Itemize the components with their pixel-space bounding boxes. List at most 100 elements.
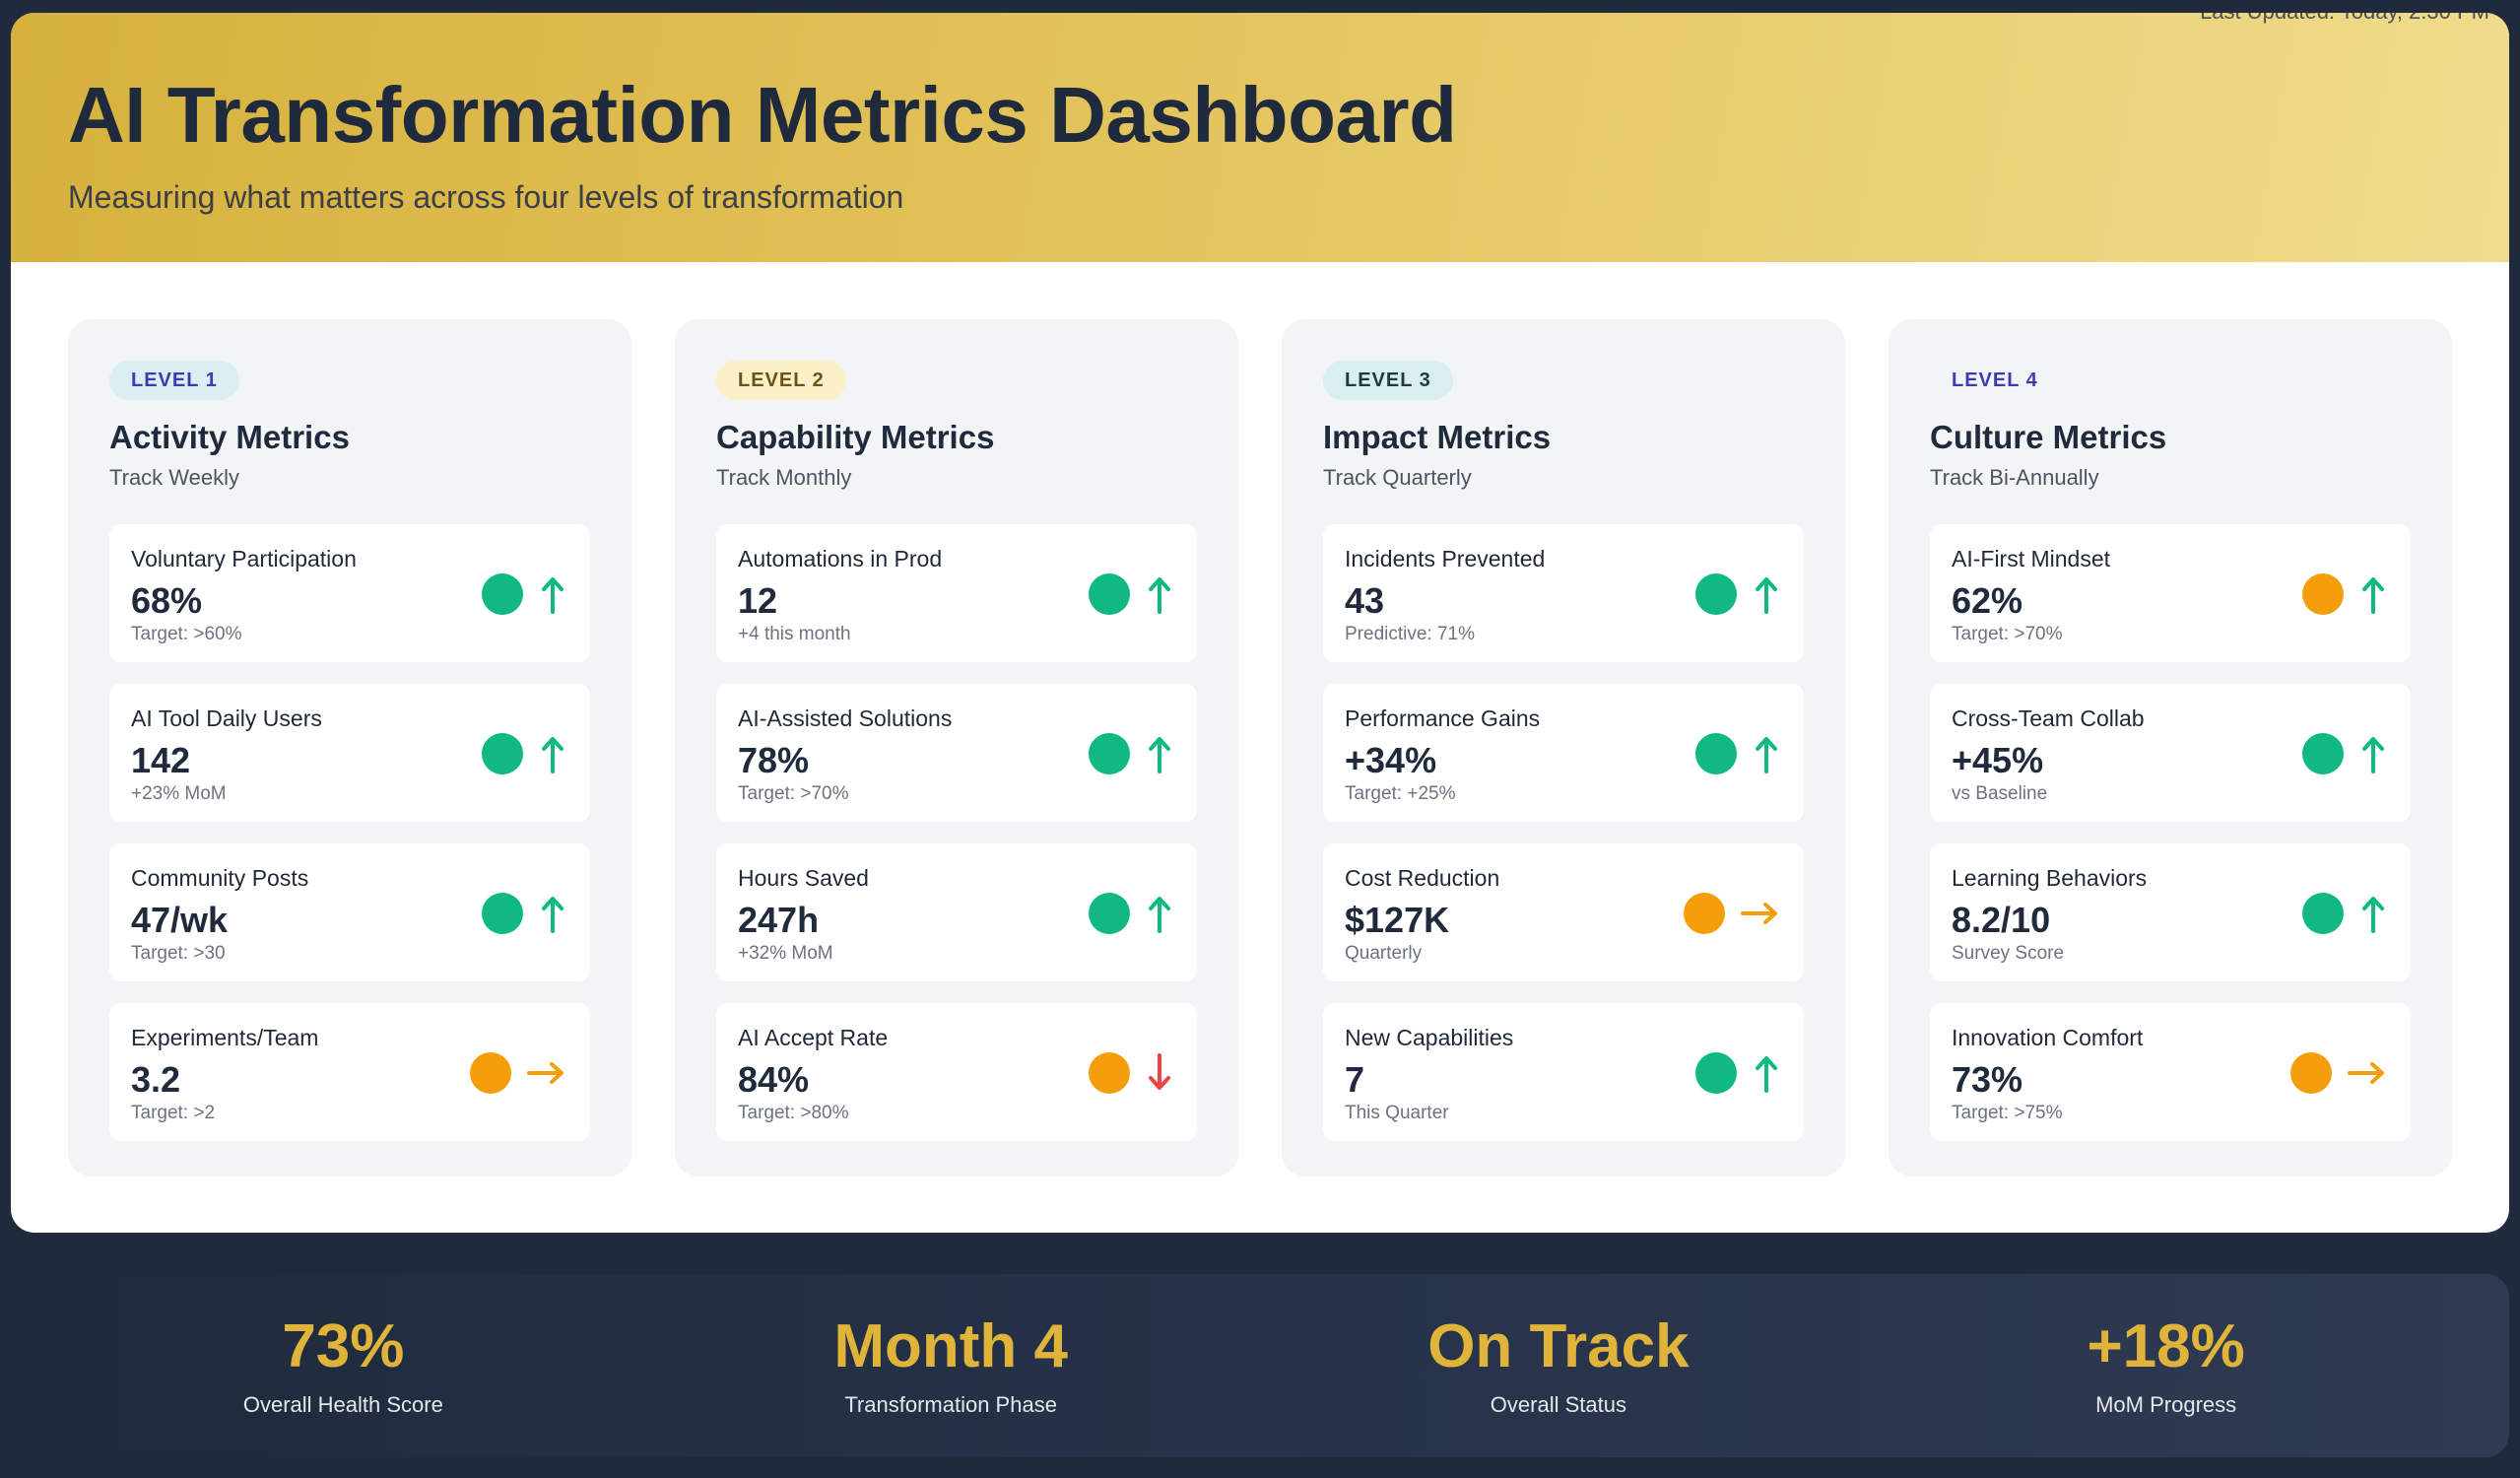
metric-label: Cost Reduction xyxy=(1345,864,1500,891)
status-dot-icon xyxy=(1089,732,1130,774)
status-dot-icon xyxy=(1695,572,1737,615)
metric-note: Target: >75% xyxy=(1952,1103,2063,1124)
status-dot-icon xyxy=(482,892,523,934)
metric-card: AI Tool Daily Users 142 +23% MoM xyxy=(109,683,590,822)
metric-status xyxy=(1695,1051,1780,1094)
up-arrow-icon xyxy=(1753,574,1780,614)
metric-note: vs Baseline xyxy=(1952,783,2048,805)
metric-list: Automations in Prod 12 +4 this month AI-Ass… xyxy=(716,523,1197,1141)
metric-label: Hours Saved xyxy=(738,864,869,891)
level-column-4: LEVEL 4 Culture Metrics Track Bi-Annuall… xyxy=(1889,319,2452,1176)
metric-value: 78% xyxy=(738,739,810,780)
metric-card: Learning Behaviors 8.2/10 Survey Score xyxy=(1930,842,2411,981)
metric-note: +23% MoM xyxy=(131,783,227,805)
metric-label: Automations in Prod xyxy=(738,545,943,571)
level-badge: LEVEL 1 xyxy=(109,361,239,400)
kpi-value: Month 4 xyxy=(833,1311,1068,1380)
level-column-3: LEVEL 3 Impact Metrics Track Quarterly I… xyxy=(1282,319,1845,1176)
metric-value: 12 xyxy=(738,579,778,621)
metric-card: Incidents Prevented 43 Predictive: 71% xyxy=(1323,523,1804,662)
metric-value: 7 xyxy=(1345,1058,1365,1100)
kpi-value: +18% xyxy=(2087,1311,2245,1380)
metric-card: AI-First Mindset 62% Target: >70% xyxy=(1930,523,2411,662)
up-arrow-icon xyxy=(2359,574,2387,614)
up-arrow-icon xyxy=(539,734,566,773)
metric-note: Quarterly xyxy=(1345,943,1423,965)
metric-value: 247h xyxy=(738,899,820,940)
metric-note: Predictive: 71% xyxy=(1345,624,1476,645)
kpi-label: Transformation Phase xyxy=(844,1391,1057,1417)
metric-label: AI Tool Daily Users xyxy=(131,705,322,731)
metric-card: Experiments/Team 3.2 Target: >2 xyxy=(109,1002,590,1141)
metric-card: Cost Reduction $127K Quarterly xyxy=(1323,842,1804,981)
kpi-label: Overall Status xyxy=(1490,1391,1626,1417)
level-columns: LEVEL 1 Activity Metrics Track Weekly Vo… xyxy=(68,319,2452,1176)
metric-label: AI-Assisted Solutions xyxy=(738,705,953,731)
up-arrow-icon xyxy=(2359,734,2387,773)
metric-note: +4 this month xyxy=(738,624,851,645)
status-dot-icon xyxy=(2302,572,2344,615)
status-dot-icon xyxy=(482,572,523,615)
metric-status xyxy=(2302,732,2387,774)
metric-note: Target: >80% xyxy=(738,1103,849,1124)
metric-label: Community Posts xyxy=(131,864,309,891)
metric-list: Incidents Prevented 43 Predictive: 71% Perf… xyxy=(1323,523,1804,1141)
kpi-value: On Track xyxy=(1427,1311,1690,1380)
level-badge: LEVEL 4 xyxy=(1930,361,2060,400)
metric-card: Automations in Prod 12 +4 this month xyxy=(716,523,1197,662)
kpi-mom-progress: +18% MoM Progress xyxy=(1920,1311,2413,1419)
metric-status xyxy=(1089,572,1173,615)
kpi-overall-status: On Track Overall Status xyxy=(1312,1311,1805,1419)
metric-label: Learning Behaviors xyxy=(1952,864,2148,891)
metric-value: 73% xyxy=(1952,1058,2023,1100)
metric-card: AI Accept Rate 84% Target: >80% xyxy=(716,1002,1197,1141)
status-dot-icon xyxy=(2302,892,2344,934)
metric-label: Experiments/Team xyxy=(131,1024,319,1050)
metric-value: 47/wk xyxy=(131,899,229,940)
kpi-health-score: 73% Overall Health Score xyxy=(97,1311,589,1419)
metric-card: Community Posts 47/wk Target: >30 xyxy=(109,842,590,981)
status-dot-icon xyxy=(470,1051,511,1094)
metric-note: Target: >70% xyxy=(1952,624,2063,645)
up-arrow-icon xyxy=(539,574,566,614)
metric-note: This Quarter xyxy=(1345,1103,1449,1124)
main-card: Last Updated: Today, 2:30 PM AI Transfor… xyxy=(11,13,2509,1233)
metric-card: Cross-Team Collab +45% vs Baseline xyxy=(1930,683,2411,822)
status-dot-icon xyxy=(2290,1051,2332,1094)
up-arrow-icon xyxy=(1753,1053,1780,1093)
status-dot-icon xyxy=(1695,1051,1737,1094)
metric-card: Voluntary Participation 68% Target: >60% xyxy=(109,523,590,662)
metric-value: 3.2 xyxy=(131,1058,181,1100)
metric-status xyxy=(1695,732,1780,774)
metric-status xyxy=(1089,892,1173,934)
up-arrow-icon xyxy=(1146,734,1173,773)
metric-note: Target: >60% xyxy=(131,624,242,645)
metric-status xyxy=(1089,732,1173,774)
kpi-transformation-phase: Month 4 Transformation Phase xyxy=(704,1311,1197,1419)
last-updated: Last Updated: Today, 2:30 PM xyxy=(2200,13,2489,25)
level-title: Capability Metrics xyxy=(716,419,995,455)
kpi-value: 73% xyxy=(282,1311,405,1380)
kpi-label: Overall Health Score xyxy=(242,1391,443,1417)
status-dot-icon xyxy=(2302,732,2344,774)
status-dot-icon xyxy=(1684,892,1725,934)
right-arrow-icon xyxy=(1741,900,1780,927)
metric-card: New Capabilities 7 This Quarter xyxy=(1323,1002,1804,1141)
level-title: Culture Metrics xyxy=(1930,419,2167,455)
metric-card: Hours Saved 247h +32% MoM xyxy=(716,842,1197,981)
metric-status xyxy=(2302,572,2387,615)
metric-value: +45% xyxy=(1952,739,2044,780)
metric-label: Incidents Prevented xyxy=(1345,545,1546,571)
metric-status xyxy=(1695,572,1780,615)
metric-value: 8.2/10 xyxy=(1952,899,2051,940)
summary-footer: 73% Overall Health Score Month 4 Transfo… xyxy=(0,1274,2509,1457)
metric-card: Innovation Comfort 73% Target: >75% xyxy=(1930,1002,2411,1141)
metric-label: Cross-Team Collab xyxy=(1952,705,2145,731)
metric-label: AI Accept Rate xyxy=(738,1024,889,1050)
page-title: AI Transformation Metrics Dashboard xyxy=(68,71,1457,159)
metric-note: Survey Score xyxy=(1952,943,2065,965)
metric-note: Target: >30 xyxy=(131,943,226,965)
page-subtitle: Measuring what matters across four level… xyxy=(68,179,904,215)
level-title: Impact Metrics xyxy=(1323,419,1552,455)
